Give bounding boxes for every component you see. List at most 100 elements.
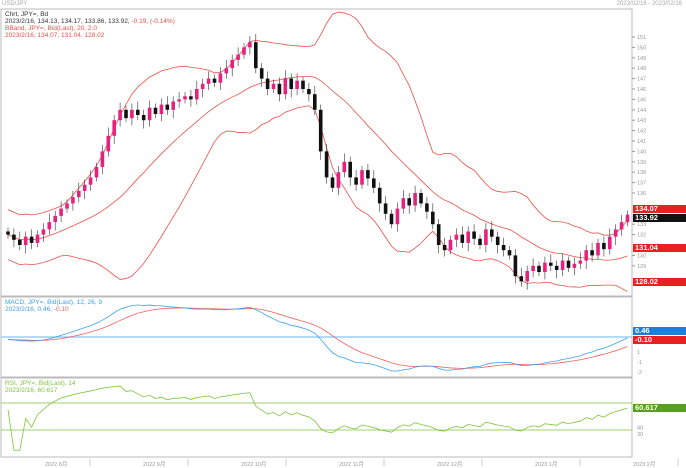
candle-up <box>59 208 63 216</box>
candle-down <box>124 109 128 119</box>
candle-up <box>531 265 535 271</box>
candle-up <box>195 89 199 100</box>
signal-line <box>7 307 628 369</box>
candle-down <box>153 107 158 114</box>
price-tick-label: 136 <box>637 191 646 197</box>
candle-up <box>395 208 400 225</box>
macd-tick-label: -1 <box>637 360 642 366</box>
price-tick-label: 142 <box>637 129 646 135</box>
candle-up <box>448 239 453 251</box>
rsi-line <box>7 385 628 451</box>
candle-up <box>578 260 583 264</box>
candle-down <box>318 109 323 152</box>
candle-down <box>29 236 34 243</box>
candle-down <box>389 213 394 225</box>
candle-up <box>619 222 624 230</box>
candle-up <box>236 54 240 60</box>
x-tick-label: 2022 10月 <box>241 461 266 468</box>
candle-up <box>71 197 75 204</box>
rsi-tick-label: 40 <box>637 425 643 431</box>
price-legend-values: 2023/2/16, 134.13, 134.17, 133.86, 133.9… <box>5 18 175 26</box>
candle-up <box>572 263 577 268</box>
candle-down <box>383 203 388 214</box>
candle-up <box>171 101 175 110</box>
candle-up <box>41 229 46 235</box>
candle-up <box>130 109 134 119</box>
candle-down <box>507 250 512 256</box>
bb-lower-tag: 128.02 <box>633 278 686 286</box>
candle-down <box>189 96 193 100</box>
candle-up <box>224 68 229 74</box>
macd-legend-values: 2023/2/16, 0.46, -0.10 <box>5 306 69 314</box>
candle-down <box>590 250 594 256</box>
candle-down <box>265 78 270 89</box>
macd-line <box>7 304 628 372</box>
price-legend-title: Chrt, JPY=, Bd <box>5 11 49 18</box>
candle-down <box>501 245 506 251</box>
candle-down <box>431 211 435 225</box>
candle-up <box>53 215 57 223</box>
rsi-tick-label: 30 <box>637 432 643 438</box>
candle-up <box>118 109 122 121</box>
candle-up <box>47 222 52 230</box>
candle-up <box>159 104 164 114</box>
candle-down <box>12 234 16 240</box>
candle-up <box>342 161 347 173</box>
bb-middle-line <box>7 75 628 261</box>
candle-down <box>519 276 524 282</box>
candle-down <box>407 198 411 206</box>
candle-up <box>88 177 93 185</box>
candle-up <box>206 78 211 84</box>
bband-legend-values: 2023/2/16, 134.07, 131.04, 128.02 <box>5 32 105 39</box>
x-tick-label: 2022 9月 <box>143 461 165 468</box>
candle-down <box>442 245 447 251</box>
candle-up <box>283 78 288 95</box>
macd-tick-label: -2 <box>637 370 642 376</box>
candle-down <box>377 187 382 204</box>
price-tick-label: 150 <box>637 45 646 51</box>
candle-up <box>147 107 152 121</box>
candle-up <box>23 236 28 245</box>
price-tick-label: 143 <box>637 118 646 124</box>
candle-up <box>360 170 364 185</box>
price-tick-label: 146 <box>637 87 646 93</box>
candle-up <box>608 236 612 250</box>
candle-down <box>301 80 305 89</box>
signal-tag: -0.10 <box>633 336 686 344</box>
candle-down <box>324 151 329 178</box>
candle-up <box>242 47 246 55</box>
price-tick-label: 138 <box>637 170 646 176</box>
signal-value: -0.10 <box>53 306 69 313</box>
date-range: 2023/02/16 - 2023/02/16 <box>616 1 682 7</box>
bb-upper-tag: 134.07 <box>633 205 686 213</box>
candle-down <box>472 231 476 239</box>
candle-up <box>401 198 406 209</box>
x-tick-label: 2022 8月 <box>45 461 67 468</box>
macd-legend-title: MACD, JPY=, Bid(Last), 12, 26, 9 <box>5 299 102 306</box>
candle-down <box>513 255 518 277</box>
x-tick-label: 2022 11月 <box>339 461 364 468</box>
price-tick-label: 140 <box>637 149 646 155</box>
candle-up <box>100 151 105 167</box>
candle-down <box>6 231 10 235</box>
candle-up <box>271 83 276 89</box>
candle-up <box>560 260 565 270</box>
candle-up <box>65 203 69 209</box>
instrument-title: USD/JPY <box>2 1 28 7</box>
candle-up <box>625 214 630 223</box>
candle-up <box>295 80 299 89</box>
price-tick-label: 144 <box>637 108 646 114</box>
candle-up <box>466 231 470 243</box>
price-tick-label: 133 <box>637 222 646 228</box>
x-tick-label: 2023 2月 <box>633 461 655 468</box>
candle-down <box>313 94 317 110</box>
candle-down <box>490 229 494 237</box>
candle-down <box>307 89 311 95</box>
candle-up <box>454 234 459 240</box>
candle-up <box>183 96 187 100</box>
candle-down <box>566 260 571 268</box>
candle-down <box>348 161 352 178</box>
candle-down <box>141 115 146 121</box>
candle-down <box>212 78 217 83</box>
